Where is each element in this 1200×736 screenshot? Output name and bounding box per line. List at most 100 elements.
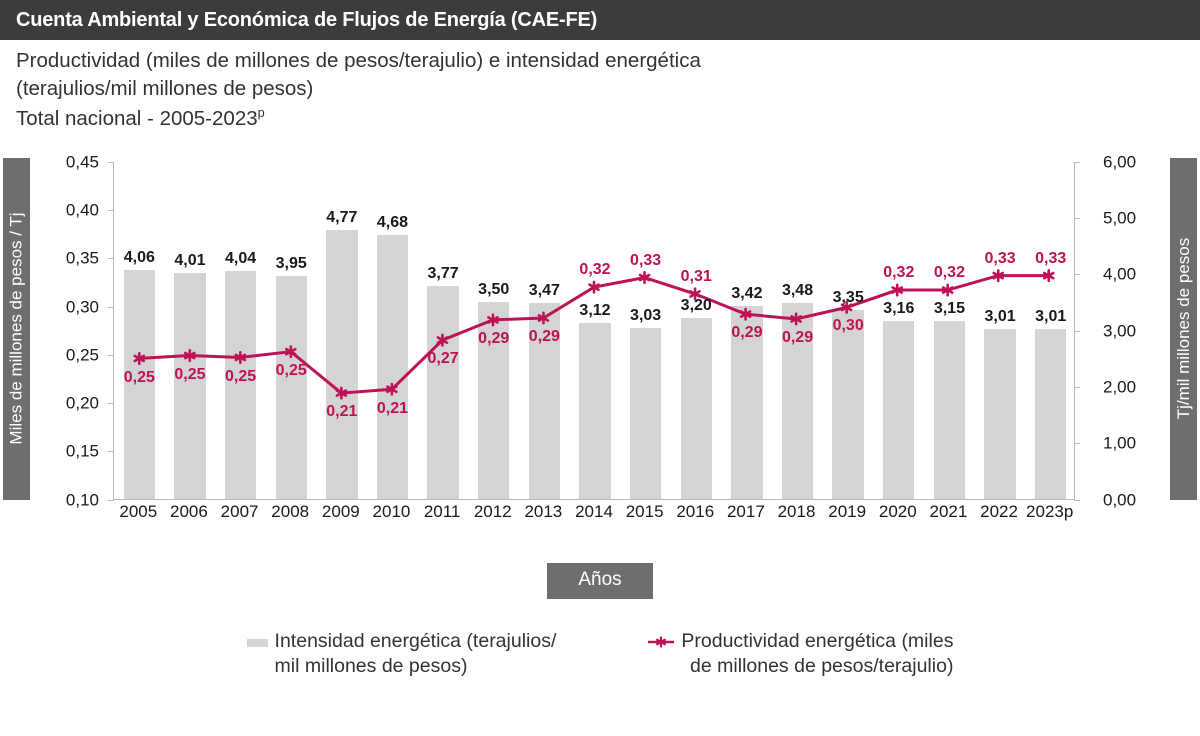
bar-value-label: 3,01 [1035, 308, 1067, 326]
line-marker-2014[interactable] [590, 282, 599, 292]
line-marker-2007[interactable] [236, 352, 245, 362]
line-value-label: 0,25 [123, 368, 155, 386]
line-marker-2018[interactable] [792, 313, 801, 323]
line-value-label: 0,33 [630, 251, 662, 269]
bar-value-label: 3,03 [630, 306, 662, 324]
x-axis-labels: 2005 2006 2007 2008 2009 2010 2011 2012 2013 2014… [113, 502, 1075, 528]
line-marker-2009[interactable] [337, 388, 346, 398]
legend-label-productividad-line1: Productividad energética (miles [681, 629, 954, 652]
line-marker-2020[interactable] [893, 285, 902, 295]
line-marker-2010[interactable] [387, 384, 396, 394]
bar-value-label: 3,47 [528, 282, 560, 300]
left-axis-tickmark [108, 306, 114, 308]
bar-2022[interactable] [984, 329, 1016, 499]
bars-layer [114, 162, 1074, 499]
x-axis-tick-label: 2012 [473, 501, 512, 521]
legend-item-intensidad[interactable]: Intensidad energética (terajulios/ mil m… [246, 629, 556, 681]
left-axis-tickmark [108, 403, 114, 405]
bar-value-label: 4,68 [376, 214, 409, 232]
bar-2020[interactable] [883, 320, 915, 499]
left-axis-tick-label: 0,15 [65, 441, 99, 461]
x-axis-tick-label: 2017 [726, 501, 765, 521]
bar-value-label: 3,50 [478, 280, 510, 298]
bar-value-label: 3,01 [984, 308, 1016, 326]
x-axis-tick-label: 2016 [676, 501, 715, 521]
bar-2014[interactable] [579, 322, 611, 499]
bar-2018[interactable] [781, 302, 814, 499]
bar-value-label: 4,04 [225, 250, 257, 268]
bar-2007[interactable] [224, 271, 257, 499]
chart-subtitle-block: Productividad (miles de millones de peso… [0, 40, 1200, 133]
line-value-label: 0,29 [478, 330, 510, 348]
left-axis-tick-label: 0,35 [65, 248, 99, 268]
line-marker-2023p[interactable] [1044, 270, 1053, 280]
bar-value-label: 3,42 [731, 285, 763, 302]
x-axis-tick-label: 2009 [321, 501, 360, 521]
line-marker-2006[interactable] [185, 350, 194, 360]
right-axis-tickmark [1074, 330, 1080, 332]
line-marker-2015[interactable] [640, 272, 649, 282]
plot-area: 4,06 4,01 4,04 3,95 4,77 4,68 3,77 3,50 3,47 3,12… [108, 161, 1080, 501]
bar-value-label: 4,77 [326, 208, 358, 226]
left-axis-tick-label: 0,10 [65, 490, 99, 510]
bar-2023p[interactable] [1034, 329, 1067, 499]
x-axis-tick-label: 2019 [828, 501, 867, 521]
subtitle-line-2: (terajulios/mil millones de pesos) [16, 77, 314, 101]
line-value-label: 0,33 [1035, 249, 1067, 267]
bar-2015[interactable] [629, 327, 662, 499]
bar-value-label: 3,48 [781, 281, 814, 299]
line-marker-2012[interactable] [488, 314, 497, 324]
bar-value-label: 3,15 [933, 300, 965, 318]
bar-2019[interactable] [832, 309, 864, 499]
left-axis-tick-label: 0,30 [65, 297, 99, 317]
left-axis-title-label: Miles de millones de pesos / Tj [7, 212, 26, 445]
line-value-label: 0,21 [326, 403, 358, 421]
x-axis-title-wrap: Años [0, 562, 1200, 599]
x-axis-tick-label: 2023p [1026, 501, 1074, 521]
line-value-label: 0,25 [275, 361, 307, 379]
subtitle-line-1: Productividad (miles de millones de peso… [16, 49, 701, 72]
x-axis-tick-label: 2021 [929, 501, 968, 521]
legend-label-productividad-line2: de millones de pesos/terajulio) [690, 655, 954, 678]
line-marker-2021[interactable] [943, 285, 952, 295]
line-value-label: 0,32 [883, 264, 915, 282]
chart-legend: Intensidad energética (terajulios/ mil m… [0, 629, 1200, 681]
bar-2010[interactable] [376, 235, 409, 499]
bar-value-label: 3,95 [275, 255, 307, 273]
legend-label-intensidad-line2: mil millones de pesos) [274, 655, 468, 678]
right-axis-tick-label: 6,00 [1103, 152, 1137, 172]
bar-2009[interactable] [326, 229, 358, 499]
line-value-label: 0,25 [225, 367, 257, 385]
bar-2021[interactable] [933, 321, 966, 499]
bar-2006[interactable] [174, 272, 206, 499]
right-axis-tickmark [1074, 443, 1080, 445]
x-axis-tick-label: 2014 [575, 501, 613, 521]
line-marker-2016[interactable] [691, 288, 700, 298]
line-value-label: 0,27 [427, 350, 459, 368]
line-marker-2005[interactable] [135, 353, 144, 363]
bar-2005[interactable] [123, 269, 155, 499]
left-axis-title: Miles de millones de pesos / Tj [3, 157, 30, 500]
bar-value-label: 4,06 [123, 248, 155, 266]
x-axis-title: Años [547, 562, 653, 599]
line-marker-2008[interactable] [286, 346, 295, 356]
line-marker-2017[interactable] [741, 309, 750, 319]
legend-item-productividad[interactable]: Productividad energética (miles de millo… [648, 629, 953, 681]
bar-2016[interactable] [680, 318, 712, 499]
bar-2011[interactable] [427, 286, 459, 499]
line-marker-2013[interactable] [539, 312, 548, 322]
x-axis-tick-label: 2007 [220, 501, 259, 521]
bar-2012[interactable] [478, 301, 510, 499]
line-marker-2022[interactable] [994, 270, 1003, 280]
bar-2008[interactable] [275, 276, 307, 499]
legend-label-productividad: Productividad energética (miles de millo… [681, 629, 953, 681]
line-value-label: 0,33 [984, 249, 1016, 267]
x-axis-tick-label: 2010 [372, 501, 411, 521]
bar-value-label: 3,12 [579, 301, 611, 319]
right-axis-tick-label: 5,00 [1103, 208, 1137, 228]
line-marker-2011[interactable] [438, 335, 447, 345]
line-marker-2019[interactable] [842, 302, 851, 312]
bar-2017[interactable] [731, 306, 763, 499]
bar-2013[interactable] [528, 303, 561, 499]
line-value-label: 0,29 [731, 324, 763, 342]
